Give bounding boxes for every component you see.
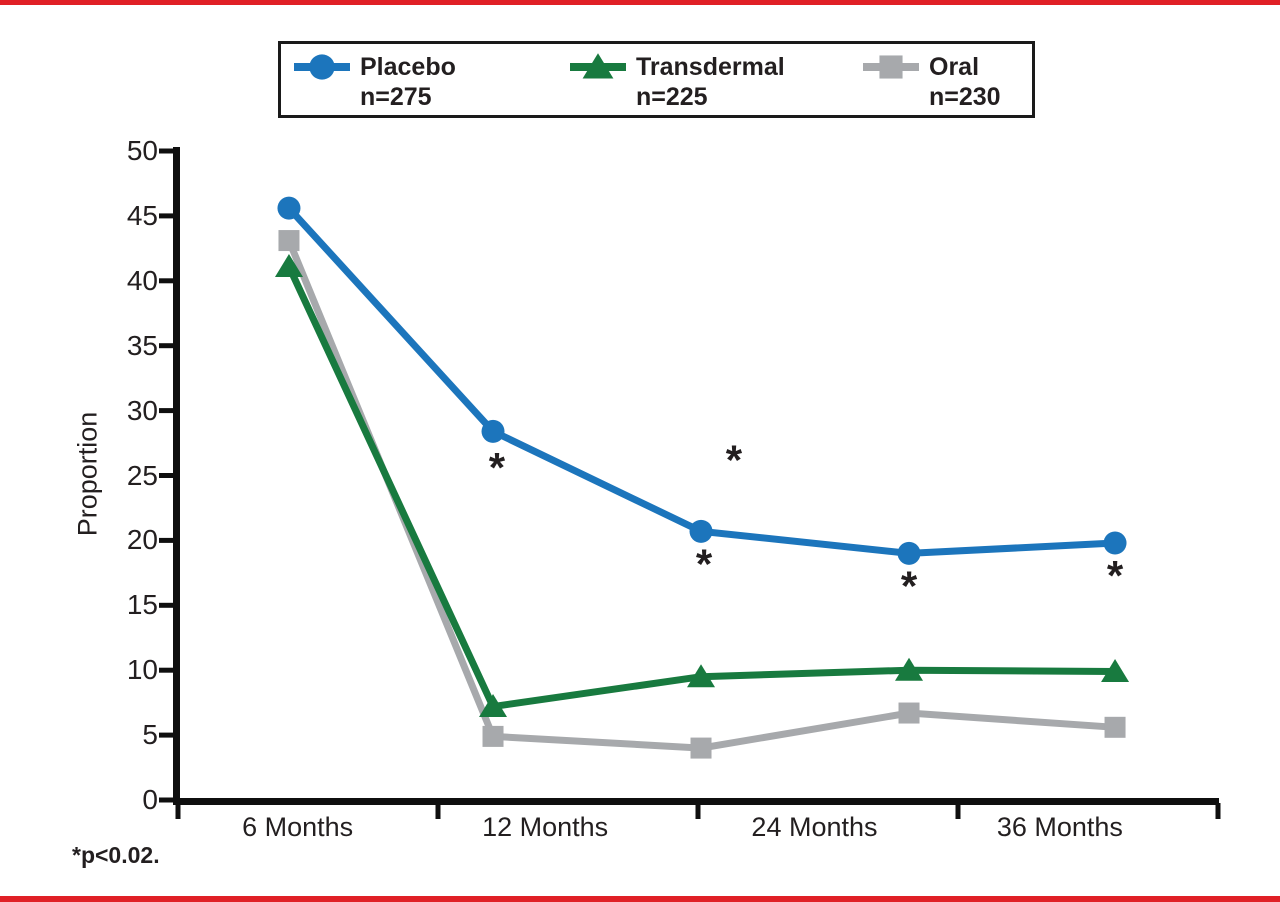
y-tick-label: 30 — [126, 394, 158, 426]
legend-n-oral: n=230 — [929, 83, 1001, 111]
x-tick-label: 6 Months — [242, 812, 354, 842]
series-placebo — [277, 196, 1127, 565]
svg-text:*: * — [696, 540, 713, 587]
y-tick-label: 35 — [126, 329, 158, 361]
x-tick-label: 36 Months — [996, 812, 1123, 842]
significance-asterisks: * * * * * — [489, 436, 1124, 609]
axes — [159, 147, 1221, 819]
y-tick-label: 45 — [126, 199, 158, 231]
bottom-border-bar — [0, 896, 1280, 902]
series-oral — [278, 230, 1126, 759]
x-tick-label: 24 Months — [751, 812, 878, 842]
legend-label-placebo: Placebo — [360, 53, 456, 81]
oral-line-marker-icon — [862, 52, 920, 82]
y-tick-label: 0 — [142, 784, 158, 815]
chart-legend: Placebo n=275 Transdermal n=225 Oral n=2… — [278, 41, 1035, 118]
svg-text:*: * — [726, 436, 743, 483]
legend-n-placebo: n=275 — [360, 83, 432, 111]
legend-entry-placebo: Placebo n=275 — [293, 52, 456, 112]
y-tick-label: 15 — [126, 589, 158, 621]
y-tick-label: 50 — [126, 135, 158, 166]
transdermal-line-marker-icon — [569, 52, 627, 82]
svg-text:*: * — [901, 562, 918, 609]
significance-footnote: *p<0.02. — [72, 842, 160, 868]
legend-label-transdermal: Transdermal — [636, 53, 785, 81]
y-tick-label: 5 — [142, 719, 158, 751]
svg-text:*: * — [1107, 552, 1124, 599]
legend-n-transdermal: n=225 — [636, 83, 708, 111]
series-transdermal — [274, 254, 1130, 718]
svg-text:*: * — [489, 444, 506, 491]
x-tick-label: 12 Months — [482, 812, 609, 842]
y-tick-label: 40 — [126, 264, 158, 296]
y-tick-label: 25 — [126, 459, 158, 491]
y-tick-label: 20 — [126, 524, 158, 556]
top-border-bar — [0, 0, 1280, 5]
legend-label-oral: Oral — [929, 53, 980, 81]
y-tick-label: 10 — [126, 654, 158, 686]
legend-entry-transdermal: Transdermal n=225 — [569, 52, 785, 112]
placebo-line-marker-icon — [293, 52, 351, 82]
legend-entry-oral: Oral n=230 — [862, 52, 1001, 112]
